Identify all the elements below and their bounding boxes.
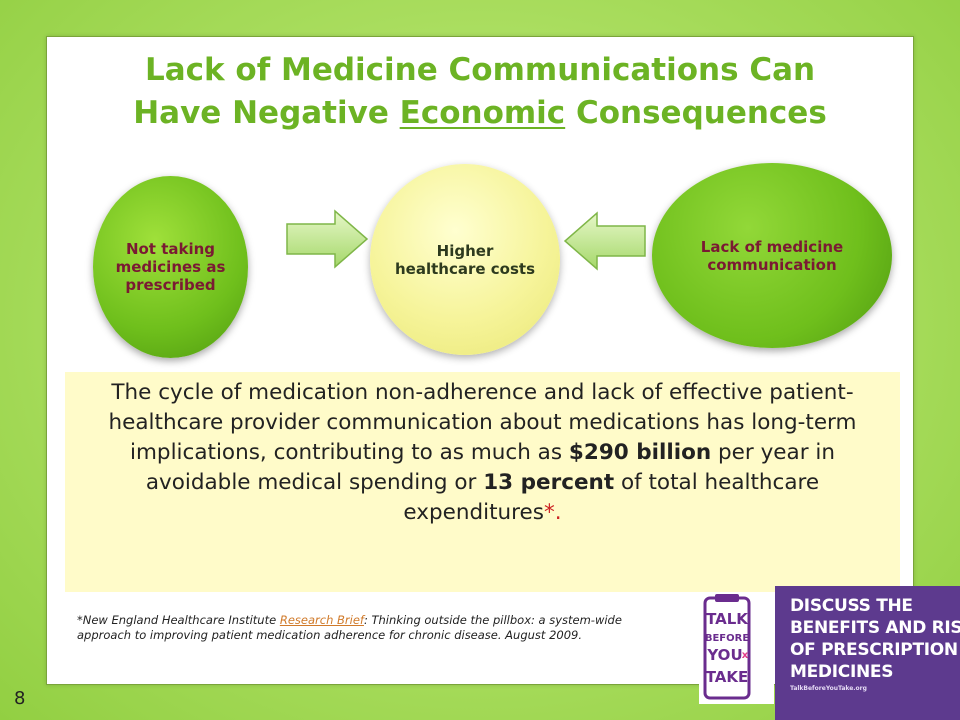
title-line-1: Lack of Medicine Communications Can	[144, 52, 816, 88]
logo-take: TAKE	[706, 668, 749, 686]
page-number: 8	[14, 688, 26, 709]
title-line-2-pre: Have Negative	[133, 95, 400, 131]
circle-left-label: Not taking medicines as prescribed	[115, 240, 226, 294]
footnote-suffix: : Thinking outside the pillbox: a system…	[77, 613, 622, 642]
banner-line-2: BENEFITS AND RISKS	[790, 618, 960, 638]
banner-line-3: OF PRESCRIPTION	[790, 640, 958, 660]
banner-line-4: MEDICINES	[790, 662, 894, 682]
logo-you: YOU	[706, 646, 742, 664]
logo-before: BEFORE	[705, 633, 749, 644]
circle-higher-healthcare-costs: Higher healthcare costs	[370, 164, 560, 355]
circle-center-label: Higher healthcare costs	[395, 241, 535, 278]
circle-not-taking-medicines: Not taking medicines as prescribed	[93, 176, 248, 358]
info-text-1: The cycle of medication non-adherence an…	[108, 380, 857, 465]
banner-url[interactable]: TalkBeforeYouTake.org	[790, 685, 867, 692]
arrow-right-icon	[286, 209, 369, 269]
logo-x: x	[742, 650, 749, 661]
footnote-prefix: *New England Healthcare Institute	[77, 613, 280, 627]
slide-panel: Lack of Medicine Communications Can Have…	[46, 36, 914, 685]
info-box: The cycle of medication non-adherence an…	[65, 372, 900, 592]
info-asterisk: *.	[543, 500, 562, 525]
banner-line-1: DISCUSS THE	[790, 596, 913, 616]
circle-lack-of-communication: Lack of medicine communication	[652, 163, 892, 348]
title-line-2-post: Consequences	[565, 95, 827, 131]
talk-before-you-take-logo: TALK BEFORE YOU x TAKE	[699, 594, 774, 704]
circle-right-label: Lack of medicine communication	[700, 237, 844, 274]
info-text-3: of total healthcare expenditures	[403, 470, 820, 525]
logo-graphic: TALK BEFORE YOU x TAKE	[703, 594, 751, 700]
slide-title: Lack of Medicine Communications Can Have…	[47, 49, 913, 135]
arrow-left-icon	[563, 211, 646, 271]
info-text-2: per year in avoidable medical spending o…	[145, 440, 835, 495]
logo-talk: TALK	[706, 610, 749, 628]
info-bold-amount: $290 billion	[568, 440, 712, 465]
footnote: *New England Healthcare Institute Resear…	[77, 613, 637, 643]
title-underlined-word: Economic	[399, 95, 566, 131]
discuss-benefits-banner: DISCUSS THE BENEFITS AND RISKS OF PRESCR…	[775, 586, 960, 720]
research-brief-link[interactable]: Research Brief	[279, 613, 364, 627]
info-bold-percent: 13 percent	[483, 470, 615, 495]
